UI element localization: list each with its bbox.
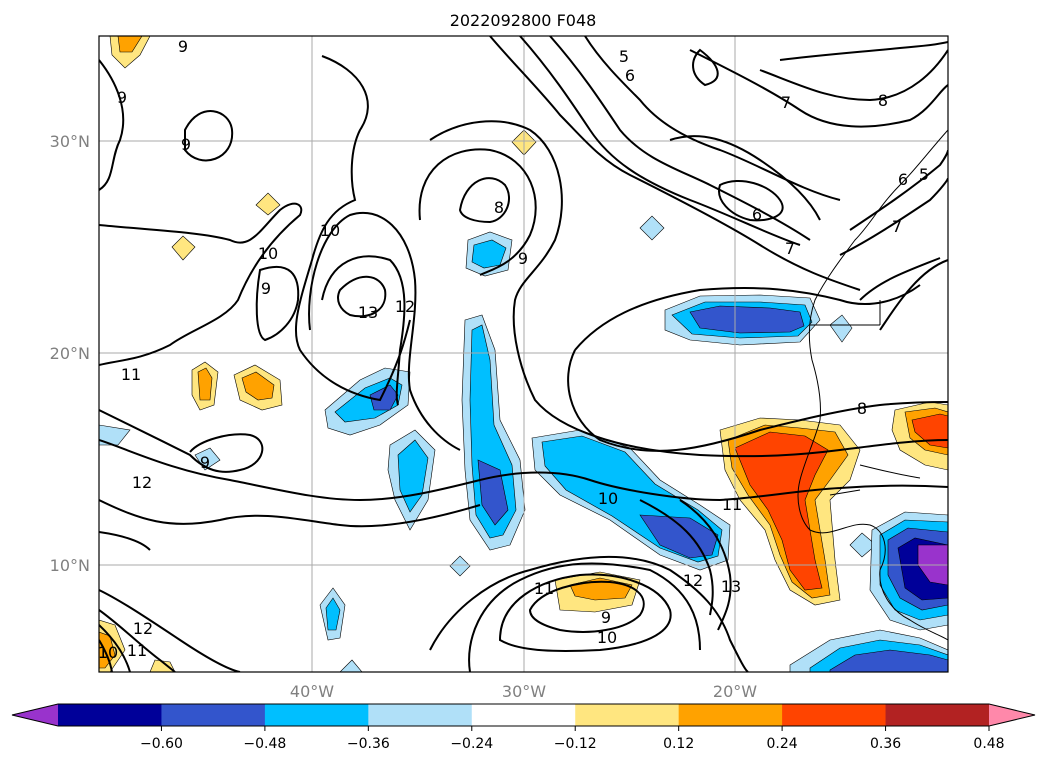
contour-label: 11 — [121, 365, 141, 384]
colorbar-tick-label: −0.24 — [450, 736, 493, 752]
contour-label: 12 — [395, 297, 415, 316]
colorbar-swatch — [885, 704, 990, 726]
contour-label: 6 — [625, 66, 635, 85]
contour-label: 9 — [178, 37, 188, 56]
cool-patch — [339, 659, 363, 672]
contour-label: 11 — [127, 641, 147, 660]
colorbar-swatch — [264, 704, 369, 726]
latitude-labels: 30°N 20°N 10°N — [50, 132, 90, 575]
longitude-labels: 40°W 30°W 20°W — [290, 682, 757, 701]
lon-label: 40°W — [290, 682, 334, 701]
cool-patch — [689, 305, 805, 334]
colorbar-extension-high — [989, 704, 1035, 726]
colorbar-tick-label: 0.24 — [767, 736, 798, 752]
contour-label: 9 — [601, 608, 611, 627]
contour-label: 10 — [258, 244, 278, 263]
warm-patch — [255, 192, 281, 216]
contour-label: 11 — [722, 495, 742, 514]
contour-label: 10 — [320, 221, 340, 240]
colorbar-outline — [11, 703, 1036, 727]
contour-label: 8 — [878, 91, 888, 110]
contour-label: 12 — [132, 473, 152, 492]
colorbar: −0.60 −0.48 −0.36 −0.24 −0.12 0.12 0.24 0.36 0.4… — [11, 703, 1036, 752]
shaded-field — [99, 36, 948, 672]
colorbar-tick-label: 0.48 — [973, 736, 1004, 752]
lat-label: 10°N — [50, 556, 90, 575]
contour-label: 13 — [358, 303, 378, 322]
contour-label: 10 — [597, 628, 617, 647]
map-frame — [98, 35, 949, 673]
contour-label: 6 — [898, 170, 908, 189]
colorbar-swatch — [368, 704, 473, 726]
warm-patch — [734, 431, 829, 591]
lon-label: 20°W — [713, 682, 757, 701]
map-area: 9 9 9 9 10 10 13 12 11 8 9 5 6 7 8 6 7 5… — [98, 36, 948, 672]
warm-patch — [149, 659, 176, 672]
warm-patch — [171, 235, 196, 261]
contour-labels: 9 9 9 9 10 10 13 12 11 8 9 5 6 7 8 6 7 5… — [98, 37, 929, 662]
contour-label: 9 — [181, 135, 191, 154]
colorbar-swatch — [678, 704, 783, 726]
contour-label: 6 — [752, 205, 762, 224]
contour-label: 12 — [683, 571, 703, 590]
lat-label: 30°N — [50, 132, 90, 151]
cool-patch — [829, 649, 948, 672]
cool-patch — [99, 424, 131, 446]
colorbar-swatch — [161, 704, 266, 726]
contour-label: 9 — [117, 88, 127, 107]
warm-patch — [241, 371, 275, 401]
contour-label: 10 — [598, 489, 618, 508]
colorbar-tick-label: 0.12 — [663, 736, 694, 752]
cool-patch — [449, 555, 471, 577]
colorbar-swatch — [58, 704, 162, 726]
warm-patch — [117, 36, 143, 53]
colorbar-tick-label: 0.36 — [870, 736, 901, 752]
contour-label: 9 — [518, 249, 528, 268]
coastline — [797, 129, 948, 641]
colorbar-tick-label: −0.12 — [554, 736, 597, 752]
colorbar-swatch — [575, 704, 680, 726]
contour-label: 12 — [133, 619, 153, 638]
contour-label: 10 — [98, 643, 118, 662]
contour-label: 9 — [261, 279, 271, 298]
colorbar-tick-label: −0.60 — [140, 736, 183, 752]
contour-label: 9 — [200, 453, 210, 472]
lon-label: 30°W — [502, 682, 546, 701]
lat-label: 20°N — [50, 344, 90, 363]
warm-patch — [197, 367, 213, 401]
contour-label: 8 — [494, 198, 504, 217]
colorbar-swatch — [782, 704, 887, 726]
colorbar-extension-low — [12, 704, 58, 726]
contour-label: 11 — [534, 579, 554, 598]
contour-label: 7 — [785, 239, 795, 258]
cool-patch — [325, 597, 341, 631]
map-title: 2022092800 F048 — [450, 11, 597, 30]
colorbar-swatch — [471, 704, 576, 726]
contour-label: 7 — [781, 93, 791, 112]
contour-label: 7 — [892, 217, 902, 236]
contour-lines — [99, 36, 948, 672]
contour-label: 8 — [857, 399, 867, 418]
colorbar-tick-label: −0.48 — [243, 736, 286, 752]
cool-patch — [639, 215, 665, 241]
contour-label: 13 — [721, 577, 741, 596]
colorbar-tick-label: −0.36 — [347, 736, 390, 752]
cool-patch — [829, 314, 853, 343]
contour-label: 5 — [919, 165, 929, 184]
contour-label: 5 — [619, 47, 629, 66]
map-gridlines — [99, 36, 948, 672]
